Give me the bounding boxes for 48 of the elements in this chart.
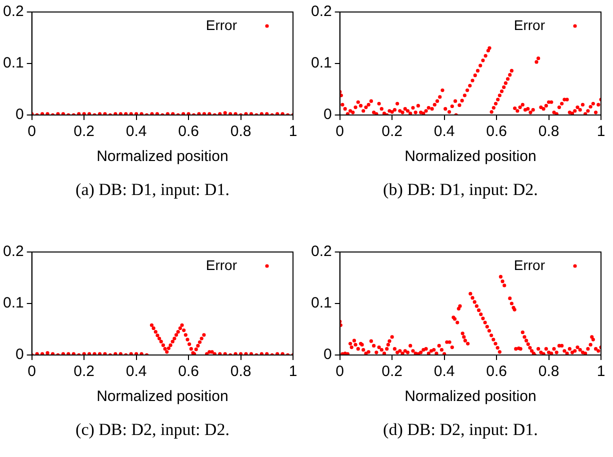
x-tick-label: 0.8	[538, 363, 560, 380]
x-tick-label: 0.2	[74, 123, 95, 140]
x-tick-label: 1	[288, 123, 298, 140]
y-tick-label: 0.2	[310, 3, 332, 20]
y-tick-label: 0	[324, 346, 332, 364]
text: (a) DB: D1, input: D1.	[74, 180, 230, 200]
x-tick-label: 0.6	[178, 123, 199, 140]
text: (b) DB: D1, input: D2.	[382, 180, 539, 200]
x-tick-label: 0.6	[486, 363, 507, 380]
y-tick-label: 0.2	[310, 243, 332, 260]
x-tick-label: 0.4	[434, 363, 455, 380]
y-tick-label: 0.1	[2, 294, 24, 312]
y-tick-label: 0	[16, 106, 24, 124]
x-tick-label: 0.8	[230, 363, 252, 380]
x-tick-label: 0.2	[382, 123, 403, 140]
x-tick-label: 0.6	[486, 123, 507, 140]
y-tick-label: 0.2	[2, 243, 24, 260]
x-tick-label: 0.6	[178, 363, 199, 380]
x-tick-label: 0	[336, 123, 344, 140]
y-tick-label: 0.1	[310, 294, 332, 312]
x-tick-label: 0.2	[382, 363, 403, 380]
x-tick-label: 0.4	[434, 123, 455, 140]
x-tick-label: 0.8	[538, 123, 560, 140]
text: (c) DB: D2, input: D2.	[74, 420, 230, 440]
x-tick-label: 0	[28, 363, 36, 380]
x-tick-label: 1	[596, 123, 606, 140]
text: (d) DB: D2, input: D1.	[382, 420, 539, 440]
legend-label: Error	[206, 16, 238, 33]
x-axis-title: Normalized position	[404, 148, 536, 166]
y-tick-label: 0	[324, 106, 332, 124]
x-tick-label: 0	[336, 363, 344, 380]
legend-label: Error	[206, 256, 238, 273]
y-tick-label: 0.2	[2, 3, 24, 20]
x-tick-label: 0.2	[74, 363, 95, 380]
x-axis-title: Normalized position	[96, 388, 228, 406]
x-tick-label: 0.4	[126, 123, 147, 140]
y-tick-label: 0	[16, 346, 24, 364]
x-tick-label: 0.8	[230, 123, 252, 140]
y-tick-label: 0.1	[2, 54, 24, 72]
x-tick-label: 0.4	[126, 363, 147, 380]
x-tick-label: 1	[596, 363, 606, 380]
x-tick-label: 1	[288, 363, 298, 380]
legend-label: Error	[514, 16, 546, 33]
legend-label: Error	[514, 256, 546, 273]
x-axis-title: Normalized position	[96, 148, 228, 166]
x-axis-title: Normalized position	[404, 388, 536, 406]
y-tick-label: 0.1	[310, 54, 332, 72]
x-tick-label: 0	[28, 123, 36, 140]
